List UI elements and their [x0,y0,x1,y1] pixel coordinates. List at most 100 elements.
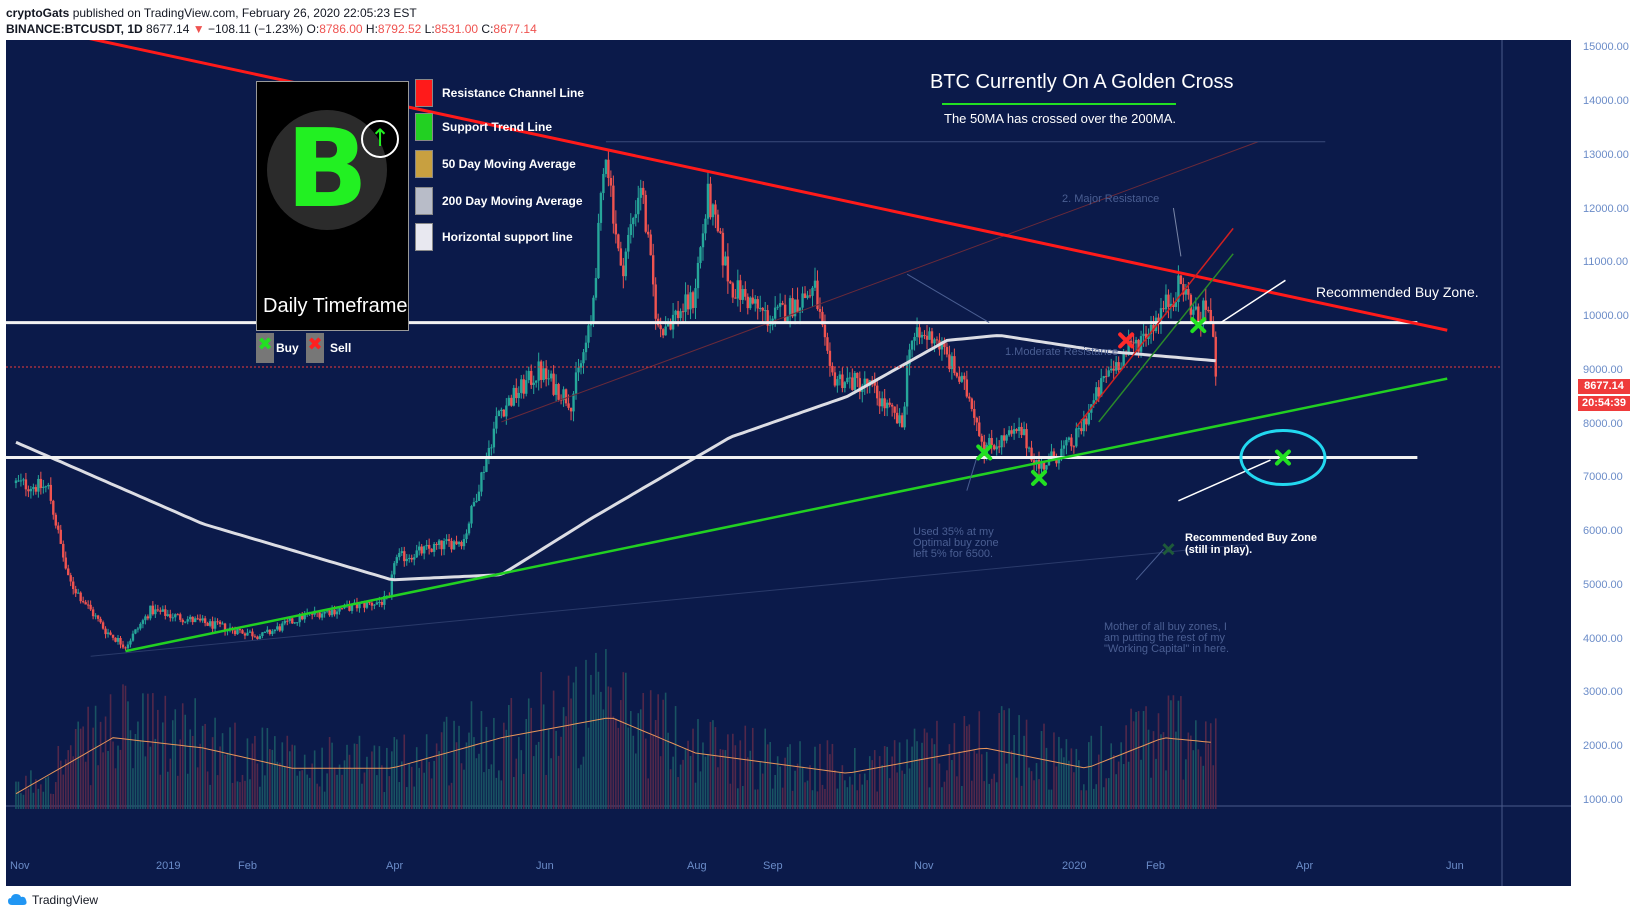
candle-body [940,341,944,350]
volume-bar [737,788,739,809]
candle-body [878,398,881,407]
volume-bar [871,760,874,809]
volume-bar [831,743,834,809]
candle-body [863,378,866,386]
volume-bar [682,759,684,809]
candle-body [768,324,772,326]
volume-bar [1152,731,1155,809]
candle-body [169,614,172,618]
candle-body [72,581,75,590]
candle-body [176,614,179,616]
legend-item: 50 Day Moving Average [415,150,576,178]
volume-bar [684,748,687,809]
volume-bar [923,728,926,809]
volume-bar [627,727,630,809]
candle-body [554,384,558,395]
candle-body [323,611,326,614]
candle-body [651,255,655,285]
candle-body [848,377,852,379]
y-tick: 15000.00 [1583,41,1629,53]
annotation-arrow [1135,548,1164,581]
volume-bar [455,742,458,809]
volume-bar [102,752,104,809]
candle-body [131,633,135,641]
candle-body [900,415,904,428]
volume-bar [1050,789,1053,809]
volume-bar [22,794,25,809]
volume-bar [291,744,294,809]
volume-bar [537,741,540,809]
volume-bar [794,770,796,809]
volume-bar [629,711,632,809]
volume-bar [861,784,864,809]
volume-bar [1100,725,1103,809]
volume-bar [276,761,279,809]
volume-bar [1115,774,1117,809]
candle-body [67,568,70,576]
candle-body [251,631,254,637]
volume-bar [639,709,642,809]
price-chart[interactable] [6,40,1571,886]
candle-body [340,608,344,610]
symbol: BINANCE:BTCUSDT, 1D [6,22,143,36]
candle-body [970,398,974,409]
volume-bar [956,776,958,809]
volume-bar [1075,748,1078,809]
candle-body [988,438,991,445]
volume-bar [829,754,831,809]
volume-bar [988,783,991,809]
legend-swatch [415,113,433,141]
candle-body [676,310,680,319]
candle-body [788,298,792,317]
candle-body [918,327,921,338]
volume-bar [637,713,640,809]
candle-body [1022,429,1026,435]
candle-body [689,292,692,310]
volume-bar [1060,748,1063,809]
candle-body [1107,370,1110,377]
volume-bar [490,764,493,809]
candle-body [990,438,993,446]
volume-bar [707,753,709,809]
candle-body [664,326,667,336]
volume-bar [301,770,304,809]
candle-body [1092,400,1095,405]
candle-body [995,446,998,450]
candle-body [602,173,605,194]
volume-bar [485,726,488,809]
candle-body [599,193,603,223]
candle-body [811,287,814,296]
volume-bar [689,755,692,809]
candle-body [106,632,110,635]
volume-bar [540,672,542,809]
candle-body [296,622,299,624]
volume-bar [418,767,421,809]
volume-bar [124,685,127,809]
volume-bar [308,777,311,809]
candle-body [1137,339,1140,352]
volume-bar [361,783,363,809]
candle-body [450,540,453,550]
candle-body [1085,418,1088,425]
candle-body [801,293,804,308]
candle-body [669,323,672,330]
volume-bar [995,782,998,809]
volume-bar [532,756,535,809]
volume-bar [1132,721,1135,809]
candle-body [490,447,493,449]
volume-bar [199,743,201,809]
candle-body [510,397,513,406]
candle-body [612,185,615,224]
candle-body [400,551,403,553]
tradingview-footer[interactable]: TradingView [8,890,98,910]
candle-body [1037,460,1041,469]
candle-body [547,378,550,380]
x-tick: 2019 [156,860,181,872]
candle-body [1072,446,1076,448]
candle-body [1052,451,1056,459]
volume-bar [1160,734,1162,809]
candle-body [390,574,394,597]
volume-bar [649,690,652,809]
annotation-arrow [1178,459,1271,502]
author[interactable]: cryptoGats [6,6,70,20]
